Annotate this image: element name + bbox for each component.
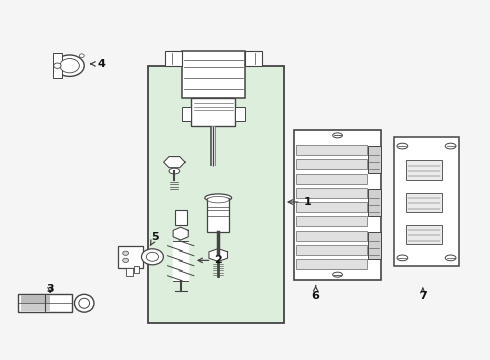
FancyBboxPatch shape (406, 193, 442, 212)
Ellipse shape (169, 168, 180, 174)
FancyBboxPatch shape (125, 267, 133, 276)
FancyBboxPatch shape (52, 53, 62, 78)
Ellipse shape (207, 197, 229, 203)
Text: 4: 4 (91, 59, 105, 69)
FancyBboxPatch shape (175, 210, 187, 225)
FancyBboxPatch shape (19, 294, 72, 312)
Ellipse shape (79, 54, 84, 58)
Ellipse shape (54, 63, 61, 68)
FancyBboxPatch shape (296, 159, 367, 169)
FancyBboxPatch shape (296, 202, 367, 212)
FancyBboxPatch shape (182, 51, 245, 98)
Ellipse shape (397, 255, 408, 261)
FancyBboxPatch shape (393, 137, 460, 266)
Text: 1: 1 (288, 197, 311, 207)
FancyBboxPatch shape (368, 189, 381, 216)
Polygon shape (165, 51, 182, 66)
FancyBboxPatch shape (21, 303, 50, 311)
FancyBboxPatch shape (296, 145, 367, 155)
FancyBboxPatch shape (235, 107, 245, 121)
FancyBboxPatch shape (406, 225, 442, 244)
FancyBboxPatch shape (134, 266, 139, 273)
Ellipse shape (79, 298, 90, 308)
Ellipse shape (147, 252, 159, 261)
FancyBboxPatch shape (147, 66, 284, 323)
FancyBboxPatch shape (294, 130, 381, 280)
Polygon shape (209, 249, 227, 261)
Ellipse shape (142, 249, 163, 265)
FancyBboxPatch shape (296, 259, 367, 269)
FancyBboxPatch shape (368, 232, 381, 258)
Ellipse shape (445, 255, 456, 261)
FancyBboxPatch shape (296, 188, 367, 198)
Text: 2: 2 (198, 255, 222, 265)
Ellipse shape (122, 258, 128, 262)
Ellipse shape (122, 251, 128, 255)
Ellipse shape (55, 55, 84, 76)
Ellipse shape (445, 143, 456, 149)
FancyBboxPatch shape (118, 246, 143, 267)
FancyBboxPatch shape (182, 107, 192, 121)
Ellipse shape (74, 294, 94, 312)
Text: 3: 3 (46, 284, 54, 294)
FancyBboxPatch shape (406, 160, 442, 180)
Polygon shape (245, 51, 262, 66)
FancyBboxPatch shape (296, 231, 367, 241)
Ellipse shape (333, 133, 343, 138)
FancyBboxPatch shape (296, 216, 367, 226)
FancyBboxPatch shape (192, 98, 235, 126)
Polygon shape (173, 227, 188, 240)
FancyBboxPatch shape (207, 198, 229, 232)
FancyBboxPatch shape (296, 174, 367, 184)
Text: 6: 6 (312, 285, 319, 301)
FancyBboxPatch shape (296, 245, 367, 255)
Ellipse shape (205, 194, 232, 202)
Polygon shape (164, 157, 185, 168)
Ellipse shape (60, 59, 79, 73)
Ellipse shape (397, 143, 408, 149)
Ellipse shape (333, 272, 343, 277)
FancyBboxPatch shape (368, 146, 381, 173)
FancyBboxPatch shape (21, 296, 50, 303)
Text: 7: 7 (419, 288, 427, 301)
Text: 5: 5 (150, 232, 159, 245)
